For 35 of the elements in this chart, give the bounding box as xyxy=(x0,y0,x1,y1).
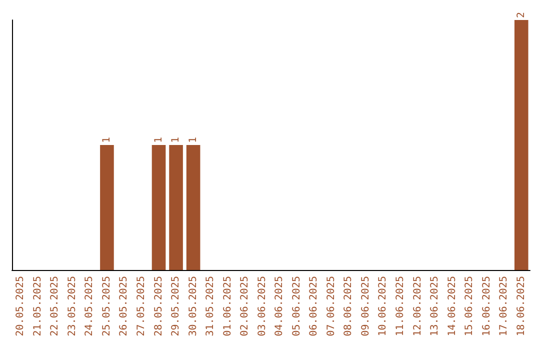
x-tick-label: 05.06.2025 xyxy=(291,276,302,336)
x-tick-label: 16.06.2025 xyxy=(481,276,492,336)
x-tick-label: 20.05.2025 xyxy=(15,276,26,336)
x-tick-label: 28.05.2025 xyxy=(153,276,164,336)
x-tick-label: 07.06.2025 xyxy=(326,276,337,336)
x-tick-label: 29.05.2025 xyxy=(170,276,182,336)
x-tick-label: 09.06.2025 xyxy=(360,276,372,336)
x-tick-label: 18.06.2025 xyxy=(516,276,527,336)
x-tick-label: 30.05.2025 xyxy=(188,276,199,336)
x-tick-label: 11.06.2025 xyxy=(395,276,406,336)
x-tick-label: 22.05.2025 xyxy=(50,276,61,336)
data-label: 1 xyxy=(101,136,112,143)
x-tick-label: 25.05.2025 xyxy=(101,276,112,336)
x-tick-label: 27.05.2025 xyxy=(136,276,147,336)
x-tick-label: 26.05.2025 xyxy=(118,276,130,336)
x-tick-label: 12.06.2025 xyxy=(412,276,424,336)
data-label: 1 xyxy=(153,136,164,143)
x-tick-label: 02.06.2025 xyxy=(240,276,251,336)
x-tick-label: 31.05.2025 xyxy=(205,276,216,336)
x-tick-label: 15.06.2025 xyxy=(464,276,476,336)
data-label: 2 xyxy=(516,12,527,18)
x-tick-label: 10.06.2025 xyxy=(378,276,389,336)
data-label: 1 xyxy=(170,136,182,143)
x-tick-label: 17.06.2025 xyxy=(498,276,510,336)
x-tick-label: 08.06.2025 xyxy=(343,276,354,336)
x-tick-label: 04.06.2025 xyxy=(274,276,286,336)
x-tick-label: 06.06.2025 xyxy=(308,276,320,336)
data-label: 1 xyxy=(188,136,199,143)
x-tick-label: 03.06.2025 xyxy=(256,276,268,336)
x-tick-label: 24.05.2025 xyxy=(84,276,96,336)
x-tick-label: 14.06.2025 xyxy=(446,276,458,336)
x-tick-label: 23.05.2025 xyxy=(66,276,78,336)
x-tick-label: 01.06.2025 xyxy=(222,276,234,336)
x-tick-label: 21.05.2025 xyxy=(32,276,44,336)
x-tick-label: 13.06.2025 xyxy=(430,276,441,336)
